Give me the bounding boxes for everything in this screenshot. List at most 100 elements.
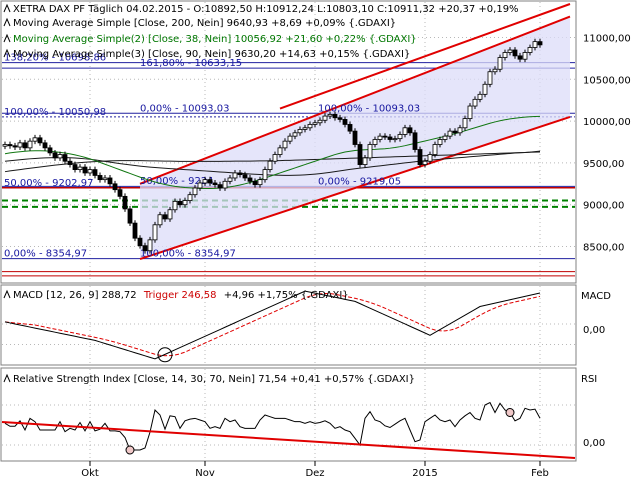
candle-body: [82, 166, 88, 174]
candle-body: [357, 144, 363, 165]
candle-body: [72, 164, 78, 170]
candle-body: [187, 194, 193, 201]
candle-body: [12, 145, 18, 148]
rsi-layer: [1, 369, 576, 460]
rsi-trend-line: [1, 421, 576, 459]
y-tick-label: 11000,00: [583, 33, 631, 44]
trend-channel-lower: [139, 115, 571, 261]
candle-body: [147, 239, 153, 252]
candle-body: [502, 52, 508, 58]
price-header: XETRA DAX PF Täglich 04.02.2015 - O:1089…: [13, 4, 519, 15]
fib-label: 100,00% - 10050,98: [4, 107, 106, 118]
candle-body: [382, 135, 388, 138]
x-tick-label: Dez: [305, 468, 324, 479]
candle-body: [102, 177, 108, 181]
candle-body: [167, 209, 173, 220]
y-tick-label: 9000,00: [583, 201, 624, 212]
candle-body: [287, 135, 293, 142]
candle-body: [457, 127, 463, 134]
candle-body: [337, 117, 343, 120]
candle-body: [157, 214, 163, 226]
candle-body: [87, 169, 93, 174]
macd-zero-tick: 0,00: [583, 325, 605, 336]
candle-body: [427, 154, 433, 162]
fib-label: 50,00% - 9224: [140, 176, 214, 187]
ma200-wave-icon: [3, 17, 11, 27]
candle-body: [317, 119, 323, 124]
candle-body: [237, 172, 243, 176]
candle-body: [497, 57, 503, 70]
candle-body: [412, 132, 418, 150]
candle-body: [532, 41, 538, 48]
rsi-axis-title: RSI: [581, 374, 597, 385]
candle-body: [217, 184, 223, 189]
candle-body: [367, 144, 373, 159]
ma90-label: Moving Average Simple(3) [Close, 90, Nei…: [13, 49, 410, 60]
candle-body: [512, 49, 518, 57]
candle-body: [277, 147, 283, 155]
candle-body: [142, 245, 148, 252]
candle-body: [472, 98, 478, 107]
rsi-panel-frame: [0, 367, 577, 462]
rsi-marker-high: [505, 408, 515, 417]
candle-body: [57, 154, 63, 159]
candle-body: [487, 71, 493, 85]
candle-body: [22, 142, 28, 149]
candle-body: [322, 115, 328, 121]
rsi-marker-low: [125, 445, 135, 455]
candle-body: [37, 137, 43, 144]
fib-label: 0,00% - 9219,05: [318, 176, 401, 187]
candle-body: [247, 177, 253, 182]
candle-body: [307, 124, 313, 129]
candle-body: [42, 142, 48, 149]
macd-label: MACD [12, 26, 9] 288,72 Trigger 246,58 +…: [13, 290, 349, 301]
candle-body: [342, 119, 348, 125]
candle-body: [117, 189, 123, 197]
candle-body: [162, 214, 168, 220]
x-tick-label: 2015: [412, 468, 437, 479]
candle-body: [422, 160, 428, 165]
ma90-wave-icon: [3, 48, 11, 58]
candle-body: [402, 127, 408, 135]
candle-body: [442, 135, 448, 140]
ma200-line: [4, 150, 541, 173]
rsi-line: [4, 401, 541, 451]
candle-body: [172, 200, 178, 211]
candle-body: [2, 144, 8, 147]
fib-label: 161,80% - 10633,15: [140, 58, 242, 69]
y-tick-label: 10500,00: [583, 75, 631, 86]
x-tick-label: Nov: [195, 468, 215, 479]
candle-body: [452, 130, 458, 134]
candle-body: [77, 166, 83, 171]
candle-body: [477, 93, 483, 100]
candle-body: [467, 105, 473, 119]
candle-body: [392, 138, 398, 141]
price-layer: 11000,00 10500,00 10000,00 9500,00 9000,00 85…: [2, 2, 631, 282]
candle-body: [432, 144, 438, 155]
fib-label: 0,00% - 10093,03: [140, 103, 229, 114]
candle-body: [47, 147, 53, 154]
fib-label: 138,20% - 10698,86: [4, 53, 106, 64]
fib-label: 0,00% - 8354,97: [4, 249, 87, 260]
trend-channel-upper: [139, 15, 571, 185]
candle-body: [397, 134, 403, 140]
candle-body: [417, 149, 423, 165]
candle-body: [252, 180, 258, 186]
candle-body: [462, 118, 468, 129]
x-tick-label: Okt: [81, 468, 99, 479]
candle-body: [197, 182, 203, 189]
candle-body: [62, 154, 68, 162]
candle-body: [517, 55, 523, 60]
rsi-label: Relative Strength Index [Close, 14, 30, …: [13, 374, 415, 385]
macd-cross-marker: [157, 347, 173, 363]
macd-trigger: Trigger 246,58: [143, 290, 217, 301]
candle-body: [132, 222, 138, 239]
y-tick-label: 8500,00: [583, 243, 624, 254]
candle-body: [282, 140, 288, 149]
candle-body: [137, 237, 143, 247]
candle-body: [482, 83, 488, 95]
candle-body: [372, 139, 378, 145]
x-tick-label: Feb: [531, 468, 549, 479]
candle-body: [262, 169, 268, 181]
